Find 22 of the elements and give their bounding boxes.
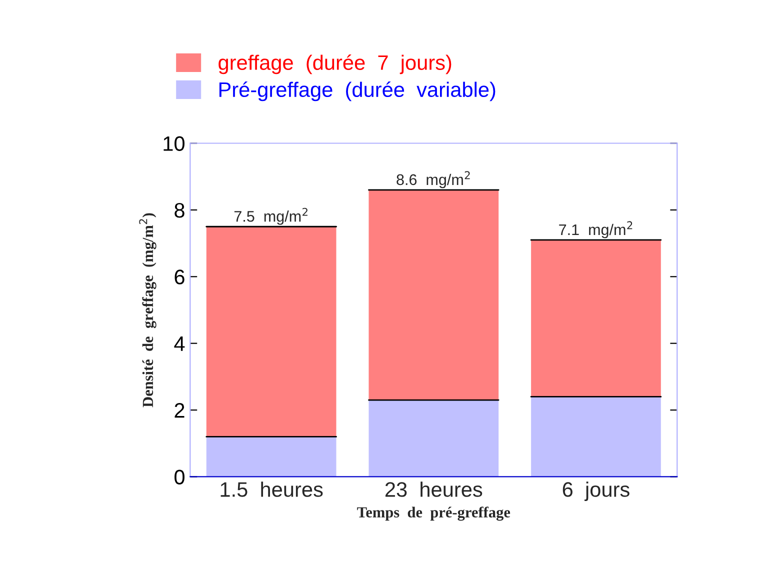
x-axis-title: Temps de pré-greffage xyxy=(357,506,510,521)
y-tick-label: 0 xyxy=(174,470,184,484)
y-tick-label: 6 xyxy=(174,270,184,284)
y-tick-label: 8 xyxy=(174,202,184,218)
y-tick-label: 4 xyxy=(174,336,185,351)
bar xyxy=(206,436,336,477)
bar xyxy=(368,400,499,477)
bar xyxy=(368,190,499,400)
total-label: 7.1 mg/m$^{2}$ xyxy=(559,221,632,238)
legend-label: greffage (durée 7 jours) xyxy=(218,54,452,74)
x-tick-label: 1.5 heures xyxy=(220,482,323,497)
bar xyxy=(531,396,661,477)
x-tick-label: 23 heures xyxy=(385,482,482,497)
bar xyxy=(531,240,661,397)
x-tick-label: 6 jours xyxy=(562,482,630,502)
bar xyxy=(206,226,336,437)
legend-label: Pré-greffage (durée variable) xyxy=(219,81,496,102)
y-tick-label: 10 xyxy=(164,136,184,152)
y-axis-title: Densité de greffage (mg/m$^{2}$) xyxy=(139,213,156,408)
y-tick-label: 2 xyxy=(174,403,184,418)
total-label: 8.6 mg/m$^{2}$ xyxy=(396,171,470,188)
total-label: 7.5 mg/m$^{2}$ xyxy=(234,208,308,225)
